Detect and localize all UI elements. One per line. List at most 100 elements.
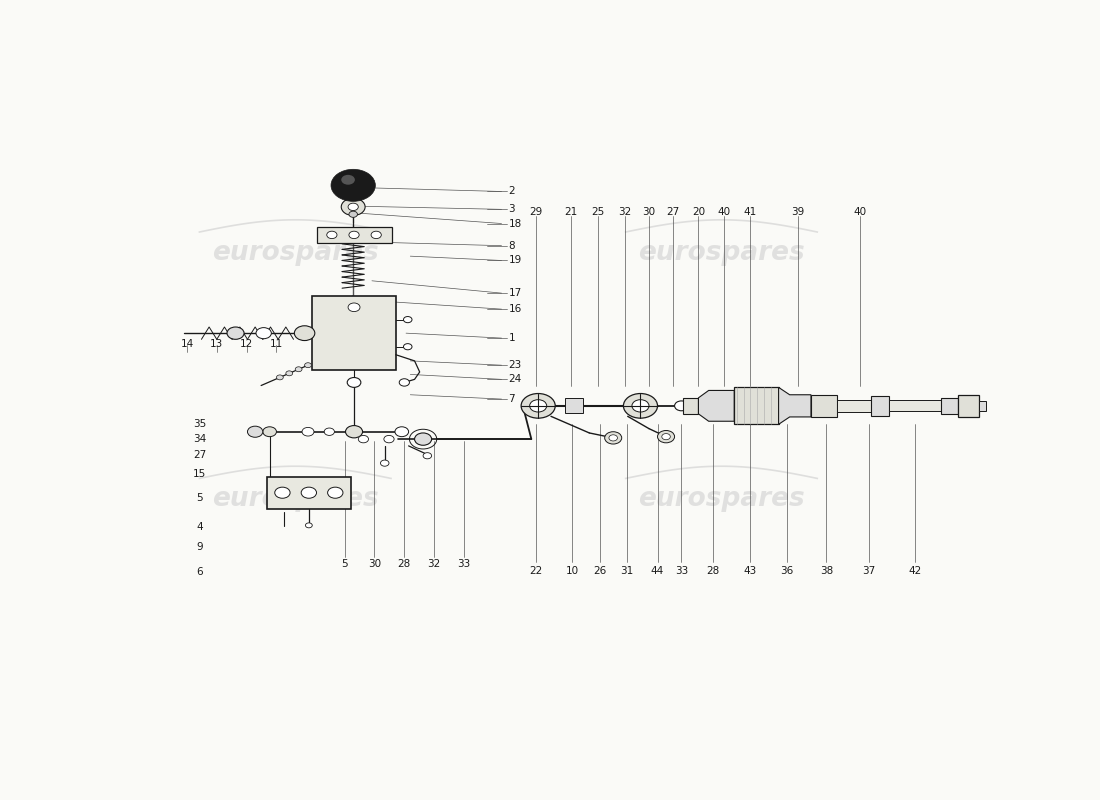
Text: 17: 17 [508, 288, 521, 298]
Text: 12: 12 [240, 338, 253, 349]
Text: 40: 40 [717, 207, 730, 218]
Text: 33: 33 [458, 559, 471, 569]
Text: 33: 33 [674, 566, 688, 576]
Text: 21: 21 [564, 207, 578, 218]
Circle shape [605, 432, 621, 444]
Circle shape [631, 400, 649, 412]
Circle shape [658, 430, 674, 443]
Text: 30: 30 [367, 559, 381, 569]
Circle shape [306, 523, 312, 528]
Circle shape [248, 426, 263, 438]
Text: 28: 28 [706, 566, 719, 576]
Bar [735, 387, 779, 424]
Circle shape [404, 317, 412, 322]
Text: 23: 23 [508, 360, 521, 370]
Circle shape [348, 203, 359, 210]
Bar [683, 398, 698, 414]
Text: 34: 34 [194, 434, 207, 444]
Text: 44: 44 [651, 566, 664, 576]
Text: 19: 19 [508, 255, 521, 266]
Text: 11: 11 [270, 338, 283, 349]
Circle shape [305, 362, 311, 368]
Circle shape [301, 487, 317, 498]
Text: 13: 13 [210, 338, 223, 349]
Bar [979, 401, 986, 410]
Bar [940, 398, 958, 414]
Text: 38: 38 [820, 566, 833, 576]
Polygon shape [779, 387, 811, 424]
Circle shape [674, 401, 689, 410]
Circle shape [624, 394, 658, 418]
Text: 26: 26 [593, 566, 606, 576]
Text: 5: 5 [341, 559, 348, 569]
Circle shape [371, 231, 382, 238]
Text: eurospares: eurospares [638, 240, 805, 266]
Text: 24: 24 [508, 374, 521, 384]
Text: 16: 16 [508, 304, 521, 314]
Text: 29: 29 [529, 207, 542, 218]
Text: 35: 35 [194, 418, 207, 429]
Circle shape [609, 435, 617, 441]
Circle shape [328, 487, 343, 498]
Circle shape [530, 400, 547, 412]
Text: eurospares: eurospares [212, 240, 378, 266]
Text: 9: 9 [197, 542, 204, 552]
Circle shape [399, 378, 409, 386]
Text: 27: 27 [667, 207, 680, 218]
Text: 20: 20 [692, 207, 705, 218]
Text: 14: 14 [180, 338, 194, 349]
Text: 30: 30 [642, 207, 656, 218]
Circle shape [276, 375, 284, 380]
Text: 18: 18 [508, 218, 521, 229]
Text: 27: 27 [194, 450, 207, 460]
Bar [267, 477, 351, 509]
Circle shape [256, 328, 272, 338]
Circle shape [341, 198, 365, 215]
Text: 8: 8 [508, 241, 515, 250]
Circle shape [302, 427, 313, 436]
Text: 41: 41 [742, 207, 756, 218]
Text: 43: 43 [742, 566, 756, 576]
Circle shape [345, 426, 363, 438]
Bar [836, 400, 871, 412]
Circle shape [662, 434, 670, 440]
Text: 2: 2 [508, 186, 515, 197]
Text: 6: 6 [197, 566, 204, 577]
Text: 42: 42 [909, 566, 922, 576]
Bar [811, 394, 837, 417]
Circle shape [521, 394, 556, 418]
Text: 7: 7 [508, 394, 515, 404]
Circle shape [395, 426, 408, 437]
Text: 37: 37 [862, 566, 876, 576]
Text: 22: 22 [529, 566, 542, 576]
Text: 28: 28 [398, 559, 411, 569]
Circle shape [349, 231, 359, 238]
Circle shape [286, 371, 293, 376]
Circle shape [295, 326, 315, 341]
Circle shape [331, 170, 375, 202]
Circle shape [349, 211, 358, 218]
Circle shape [263, 426, 276, 437]
Bar [312, 296, 396, 370]
Circle shape [424, 453, 431, 459]
Text: 32: 32 [618, 207, 631, 218]
Circle shape [359, 435, 369, 443]
Circle shape [227, 327, 244, 339]
Circle shape [381, 460, 389, 466]
Circle shape [348, 378, 361, 387]
Circle shape [404, 344, 412, 350]
Bar [871, 396, 890, 416]
Circle shape [295, 366, 302, 372]
Circle shape [384, 435, 394, 443]
Text: 5: 5 [197, 494, 204, 503]
Text: eurospares: eurospares [638, 486, 805, 513]
Text: 36: 36 [781, 566, 794, 576]
Text: 40: 40 [854, 207, 867, 218]
Text: 31: 31 [620, 566, 634, 576]
Text: 3: 3 [508, 204, 515, 214]
Text: 10: 10 [565, 566, 579, 576]
Circle shape [327, 231, 337, 238]
Text: 4: 4 [197, 522, 204, 532]
Bar [317, 227, 392, 242]
Circle shape [275, 487, 290, 498]
